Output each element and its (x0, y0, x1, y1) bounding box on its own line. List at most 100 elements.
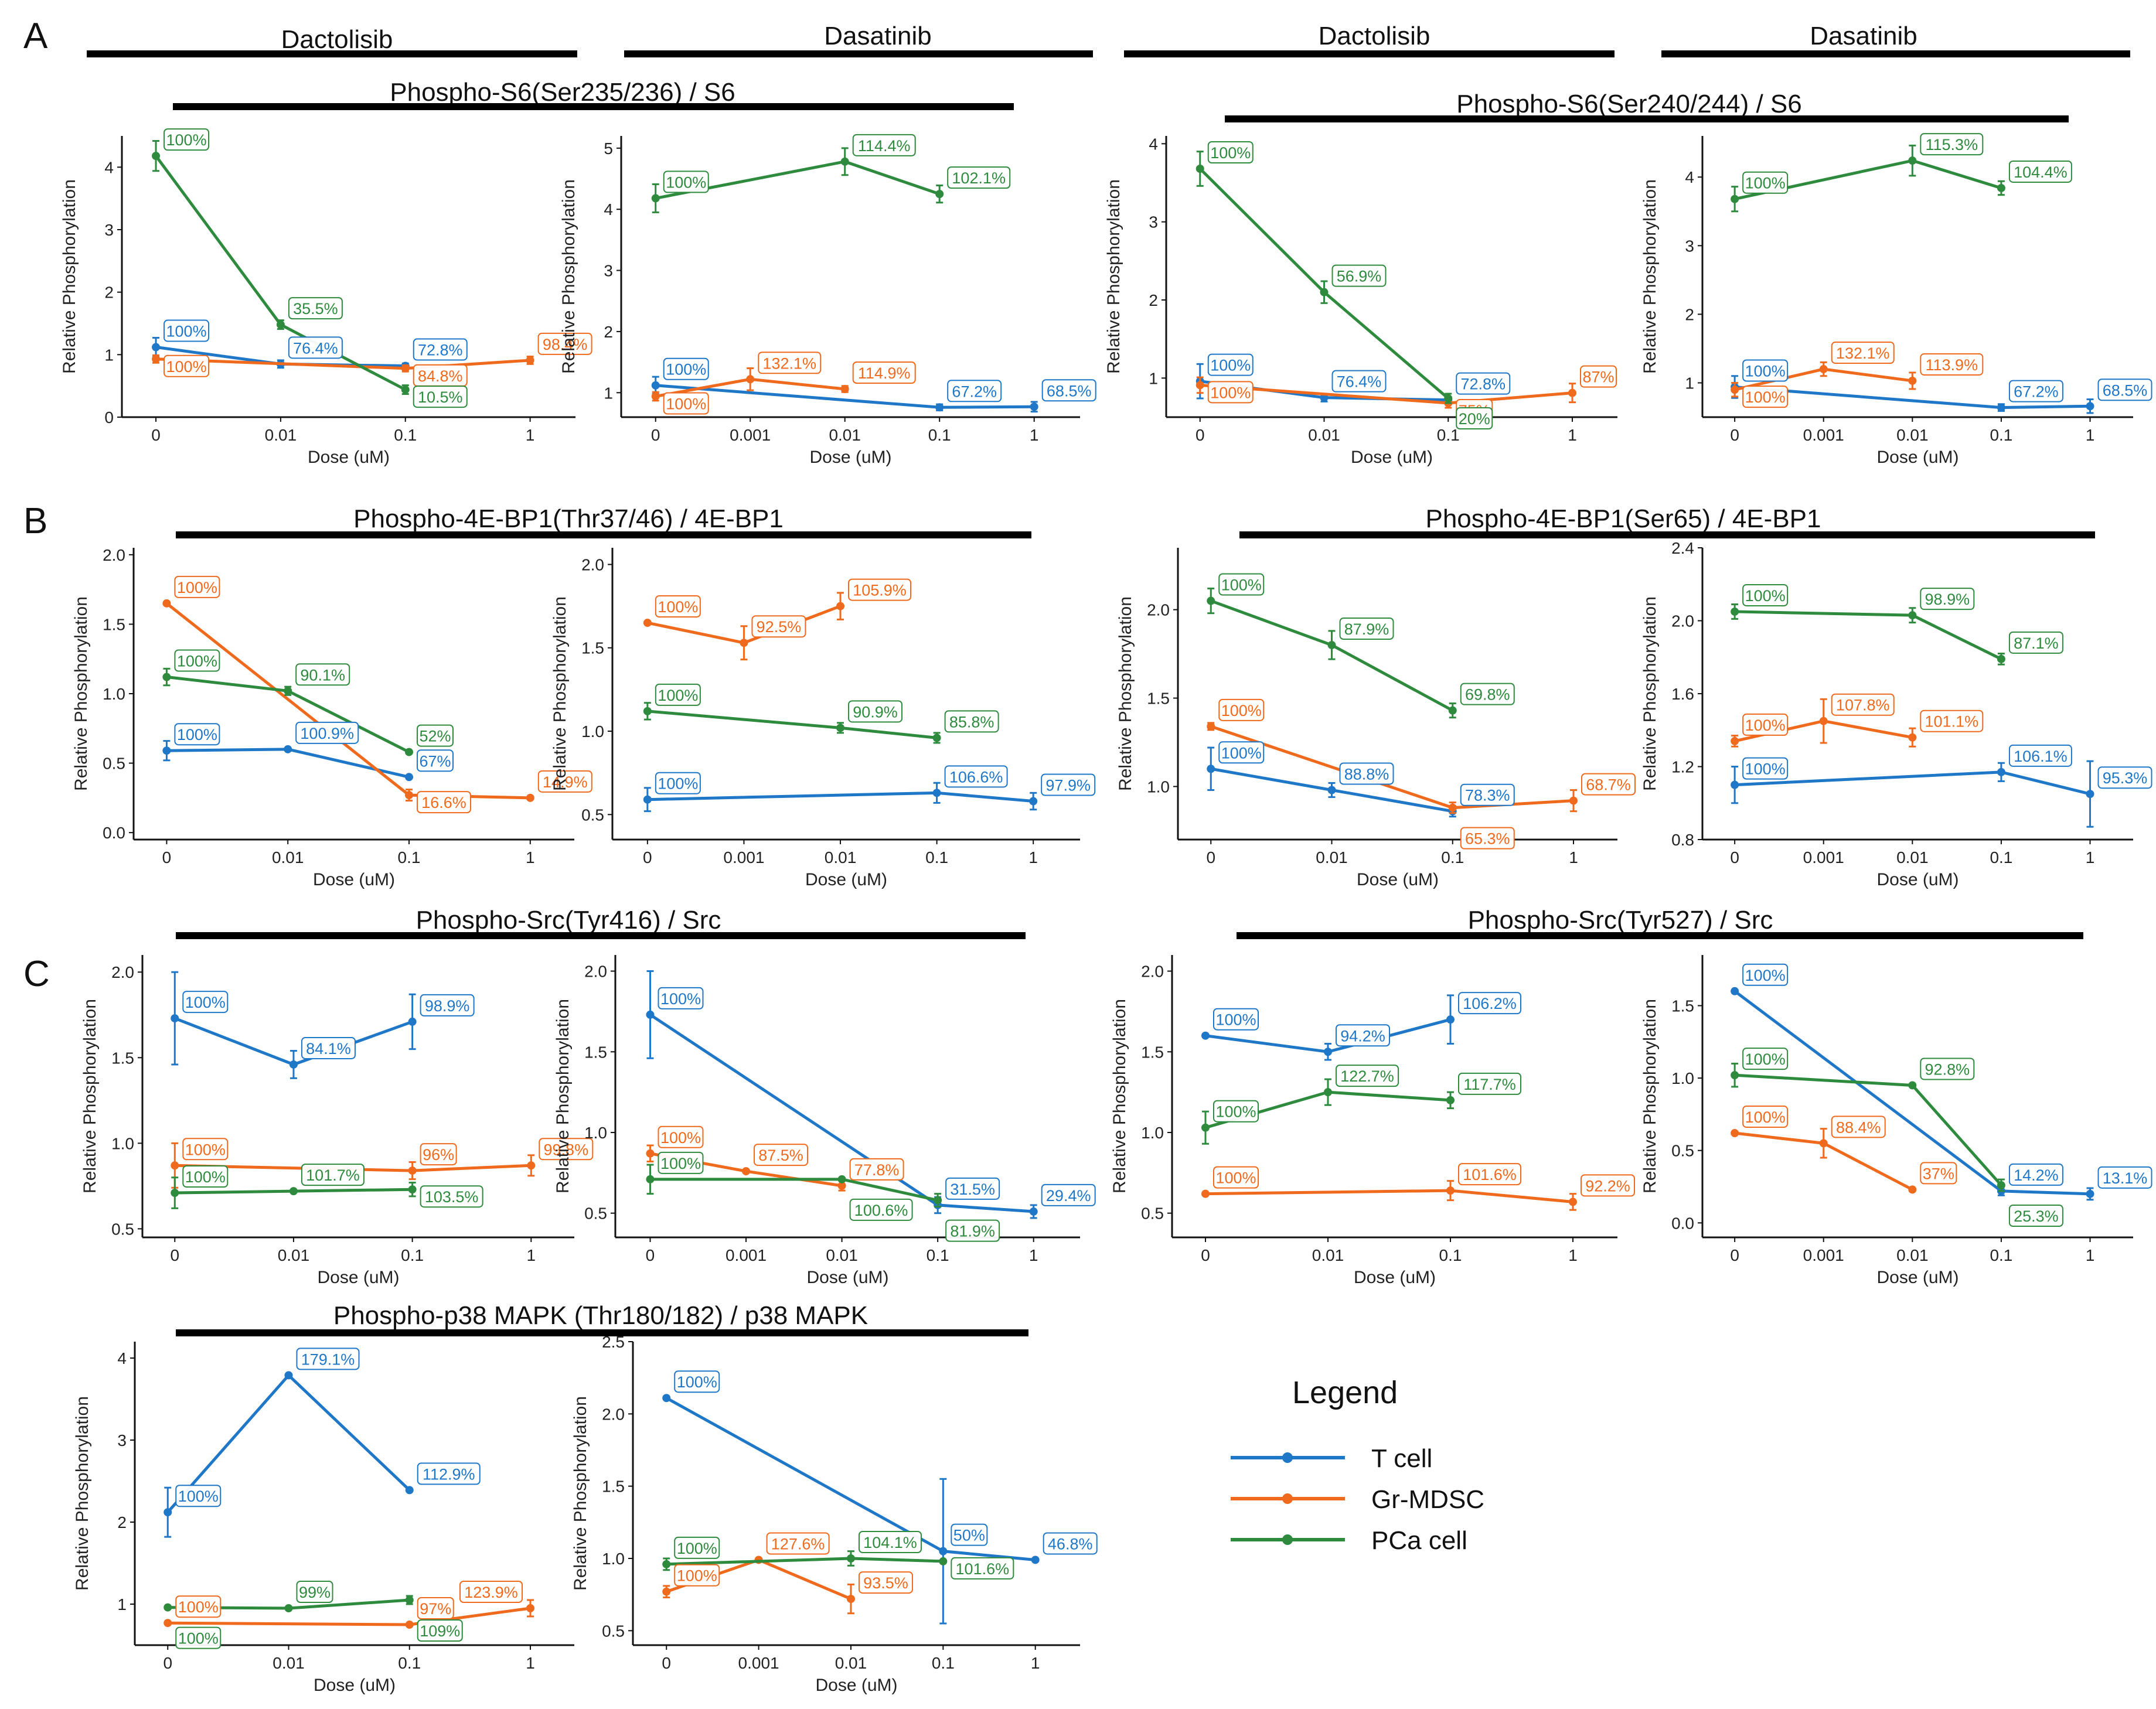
data-label-box (1742, 584, 1789, 606)
data-label: 100% (1745, 1050, 1786, 1068)
data-label-box (417, 1597, 454, 1619)
data-label-box (858, 1571, 913, 1594)
data-point-mdsc (1195, 381, 1204, 390)
data-label: 103.5% (425, 1188, 479, 1206)
data-label-box (1920, 1162, 1957, 1185)
y-tick-label: 1.2 (1671, 758, 1694, 776)
header-dasatinib-left: Dasatinib (824, 22, 931, 50)
chart-src527_dac: 0.5 1.0 1.5 2.0 0 0.01 0.1 1 Dose (uM) Relative P… (1110, 955, 1635, 1287)
data-label: 100% (1745, 967, 1786, 984)
data-point-mdsc (1569, 1198, 1577, 1206)
data-label: 127.6% (771, 1535, 825, 1553)
data-label: 112.9% (423, 1465, 475, 1483)
data-label: 84.1% (306, 1040, 351, 1058)
data-label: 98.9% (425, 997, 470, 1015)
data-point-tcell (2086, 790, 2094, 799)
data-point-pca (1731, 195, 1739, 203)
x-tick-label: 1 (1569, 848, 1578, 867)
x-tick-label: 0 (651, 426, 660, 444)
data-point-tcell (284, 745, 292, 753)
series-line-tcell (647, 791, 1034, 803)
x-tick-label: 0.1 (927, 1246, 949, 1264)
data-point-tcell (1201, 1031, 1210, 1040)
data-label-box (1581, 1174, 1635, 1197)
x-axis-title: Dose (uM) (314, 1676, 396, 1695)
data-label-box (296, 1581, 333, 1603)
data-label: 68.5% (2103, 381, 2148, 399)
header-dactolisib-right: Dactolisib (1319, 22, 1430, 50)
data-label-box (539, 1138, 594, 1161)
data-label-box (655, 772, 701, 794)
data-label: 100% (677, 1567, 717, 1585)
data-label-box (1742, 1106, 1789, 1128)
y-tick-label: 1.5 (584, 1043, 607, 1061)
y-tick-label: 0.5 (1141, 1205, 1164, 1223)
data-label-box (1742, 757, 1789, 780)
data-label-box (1339, 762, 1394, 785)
data-point-pca (162, 673, 171, 681)
data-point-mdsc (408, 1166, 417, 1175)
data-label-box (295, 663, 350, 686)
y-axis-title: Relative Phosphorylation (559, 179, 578, 374)
y-tick-label: 4 (604, 200, 613, 219)
data-point-mdsc (526, 1604, 534, 1612)
x-tick-label: 0.001 (1803, 1246, 1844, 1264)
data-label-box (2008, 380, 2063, 402)
title-4ebp1-37: Phospho-4E-BP1(Thr37/46) / 4E-BP1 (353, 504, 784, 533)
data-label-box (1339, 618, 1394, 640)
title-s6-235: Phospho-S6(Ser235/236) / S6 (390, 78, 735, 107)
y-tick-label: 1.0 (584, 1124, 607, 1142)
data-label-box (182, 1165, 229, 1188)
data-label: 67% (419, 752, 451, 770)
x-tick-label: 1 (526, 848, 535, 867)
data-label-box (1460, 827, 1515, 850)
data-label: 100% (1210, 144, 1251, 162)
data-label-box (674, 1536, 720, 1559)
title-src416: Phospho-Src(Tyr416) / Src (416, 906, 721, 934)
data-label: 100% (1210, 384, 1251, 401)
data-label-box (295, 721, 359, 744)
x-axis-title: Dose (uM) (805, 870, 887, 889)
data-label: 87.9% (1344, 620, 1389, 638)
data-point-pca (651, 194, 660, 203)
x-tick-label: 0 (646, 1246, 655, 1264)
data-point-tcell (1207, 765, 1215, 773)
legend-title: Legend (1292, 1375, 1398, 1410)
legend-label-pca: PCa cell (1371, 1526, 1467, 1555)
data-label-box (2097, 378, 2152, 401)
x-tick-label: 0.1 (398, 848, 421, 867)
data-label-box (1336, 1024, 1390, 1047)
data-label: 100% (185, 1141, 226, 1158)
data-point-tcell (1030, 402, 1038, 411)
panel-label-b: B (23, 501, 47, 541)
data-label: 88.8% (1344, 765, 1389, 783)
data-label: 106.1% (2014, 748, 2068, 765)
data-label-box (296, 1348, 360, 1370)
data-label-box (1920, 133, 1984, 156)
x-tick-label: 0 (170, 1246, 179, 1264)
x-tick-label: 0 (163, 1654, 172, 1672)
y-tick-label: 0.8 (1671, 831, 1694, 849)
data-point-pca (401, 386, 410, 394)
y-tick-label: 0.0 (103, 824, 125, 842)
data-label-box (655, 595, 701, 618)
data-label-box (164, 319, 210, 342)
y-tick-label: 4 (104, 158, 114, 176)
data-label-box (658, 987, 704, 1009)
y-tick-label: 1.6 (1671, 685, 1694, 703)
data-point-tcell (2086, 1189, 2094, 1198)
data-label-box (663, 392, 709, 415)
data-label: 100% (666, 395, 706, 413)
data-point-mdsc (1569, 796, 1578, 805)
x-tick-label: 0 (151, 426, 161, 444)
x-tick-label: 0.01 (278, 1246, 310, 1264)
data-label: 72.8% (418, 342, 463, 359)
y-tick-label: 1.0 (103, 685, 125, 703)
data-label: 122.7% (1340, 1067, 1394, 1085)
data-label: 179.1% (301, 1350, 355, 1368)
data-point-tcell (164, 1508, 172, 1517)
data-label-box (1460, 683, 1515, 705)
data-label-box (1331, 264, 1387, 287)
data-label: 100% (166, 358, 207, 376)
y-axis-title: Relative Phosphorylation (1640, 999, 1660, 1193)
